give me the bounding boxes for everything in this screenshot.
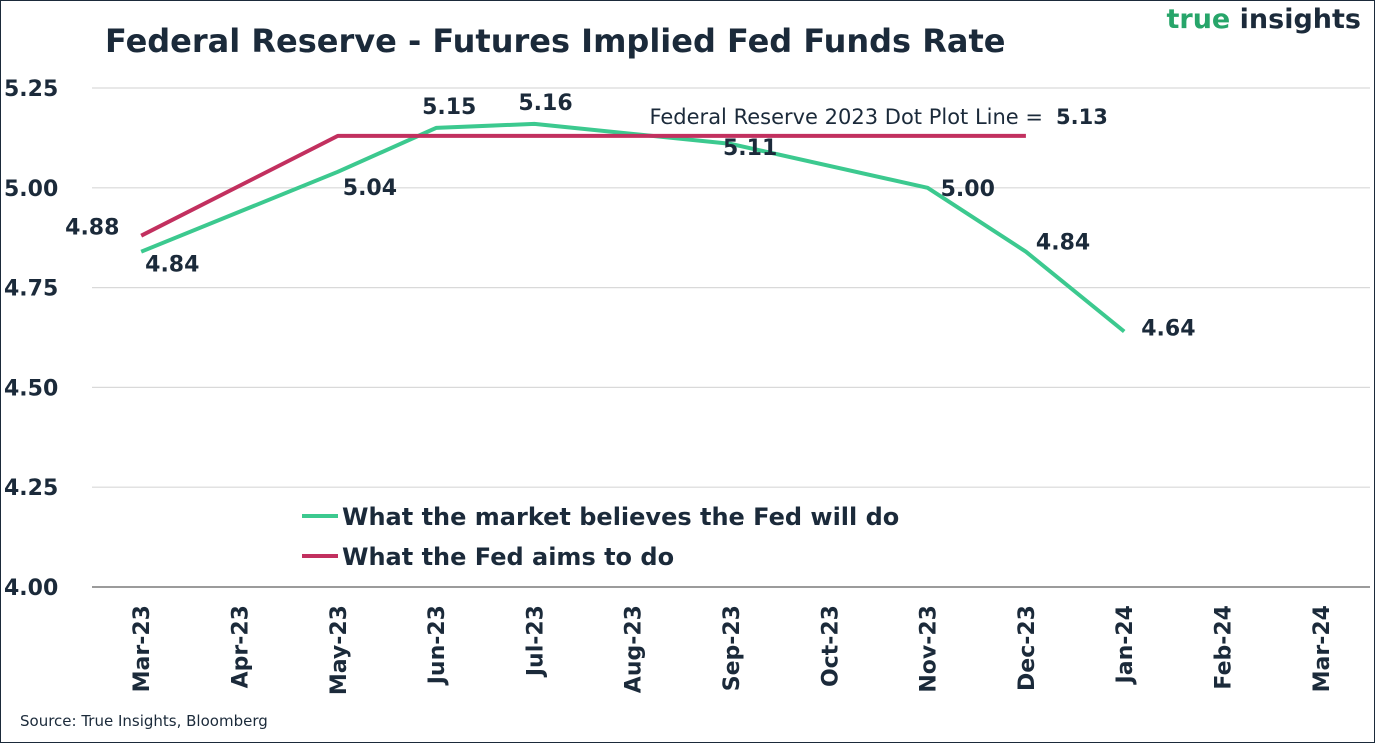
y-tick-label: 4.75	[4, 277, 58, 302]
brand-logo-insights: insights	[1239, 4, 1361, 35]
x-tick-label: Jul-23	[523, 605, 548, 678]
legend-label: What the market believes the Fed will do	[342, 503, 899, 531]
x-tick-label: Jun-23	[425, 605, 450, 686]
data-label: 5.04	[343, 176, 397, 201]
x-tick-label: Feb-24	[1212, 605, 1237, 690]
data-label: 5.15	[422, 95, 476, 120]
x-tick-label: Oct-23	[818, 605, 843, 687]
data-label: 5.16	[518, 91, 572, 116]
annotation-value: 5.13	[1056, 105, 1108, 129]
legend-label: What the Fed aims to do	[342, 543, 674, 571]
x-tick-label: Mar-23	[130, 605, 155, 692]
x-tick-label: Nov-23	[917, 605, 942, 693]
y-tick-label: 4.50	[4, 376, 58, 401]
x-tick-label: May-23	[327, 605, 352, 695]
x-tick-label: Mar-24	[1310, 605, 1335, 692]
y-tick-label: 5.00	[4, 177, 58, 202]
x-tick-label: Aug-23	[622, 605, 647, 693]
gridlines	[92, 87, 1370, 488]
data-label: 4.84	[1036, 231, 1090, 256]
chart-title: Federal Reserve - Futures Implied Fed Fu…	[105, 22, 1006, 60]
data-label: 4.64	[1141, 317, 1195, 342]
data-label: 4.88	[65, 216, 119, 241]
y-tick-label: 4.25	[4, 476, 58, 501]
data-label: 4.84	[145, 253, 199, 278]
x-axis: Mar-23 Apr-23 May-23 Jun-23 Jul-23 Aug-23 Sep-…	[92, 586, 1370, 695]
x-tick-label: Dec-23	[1015, 605, 1040, 691]
market-series-line	[140, 121, 1126, 334]
y-tick-label: 4.00	[4, 576, 58, 601]
x-tick-label: Apr-23	[228, 605, 253, 688]
series-lines	[140, 121, 1126, 334]
x-tick-label: Sep-23	[720, 605, 745, 691]
legend: What the market believes the Fed will do…	[302, 503, 899, 571]
dot-plot-annotation: Federal Reserve 2023 Dot Plot Line = 5.13	[649, 105, 1107, 129]
data-labels: 4.84 5.04 5.15 5.16 5.11 5.00 4.84 4.64 4.88	[65, 91, 1195, 342]
fed-series-line	[140, 133, 1026, 238]
y-tick-label: 5.25	[4, 77, 58, 102]
y-axis: 4.00 4.25 4.50 4.75 5.00 5.25	[4, 77, 58, 601]
brand-logo: true insights	[1166, 4, 1361, 35]
data-label: 5.00	[941, 177, 995, 202]
data-label: 5.11	[723, 136, 777, 161]
source-note: Source: True Insights, Bloomberg	[20, 712, 268, 730]
annotation-text: Federal Reserve 2023 Dot Plot Line =	[649, 105, 1043, 129]
brand-logo-true: true	[1166, 4, 1231, 35]
x-tick-label: Jan-24	[1113, 605, 1138, 685]
